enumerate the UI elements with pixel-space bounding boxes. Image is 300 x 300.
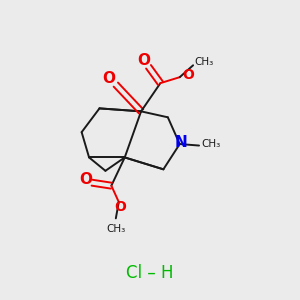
Text: CH₃: CH₃ (106, 224, 125, 234)
Text: Cl – H: Cl – H (126, 264, 174, 282)
Text: O: O (183, 68, 195, 82)
Text: CH₃: CH₃ (201, 139, 221, 149)
Text: O: O (102, 71, 115, 86)
Text: CH₃: CH₃ (195, 57, 214, 67)
Text: O: O (114, 200, 126, 214)
Text: N: N (174, 135, 187, 150)
Text: O: O (79, 172, 92, 187)
Text: O: O (138, 53, 151, 68)
